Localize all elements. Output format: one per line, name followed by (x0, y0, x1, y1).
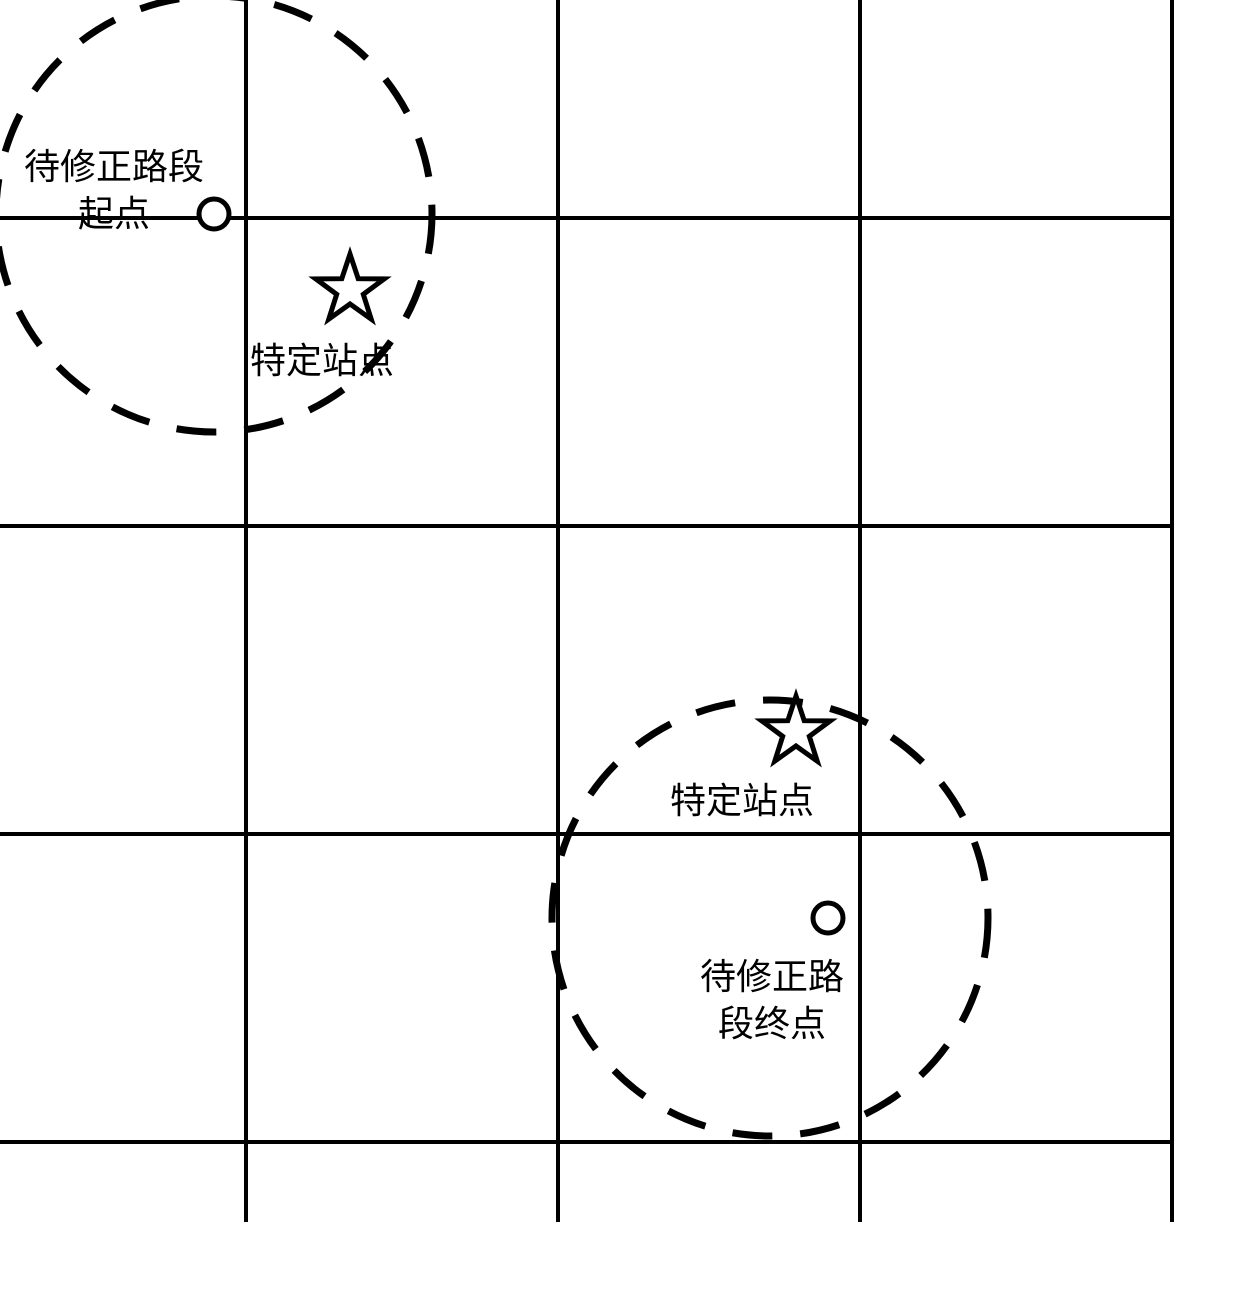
start-point-label: 待修正路段 起点 (24, 144, 204, 238)
star-markers (316, 254, 830, 761)
end-point-label: 待修正路 段终点 (700, 954, 844, 1048)
station-1-label: 特定站点 (250, 338, 394, 385)
station-2-label: 特定站点 (670, 778, 814, 825)
